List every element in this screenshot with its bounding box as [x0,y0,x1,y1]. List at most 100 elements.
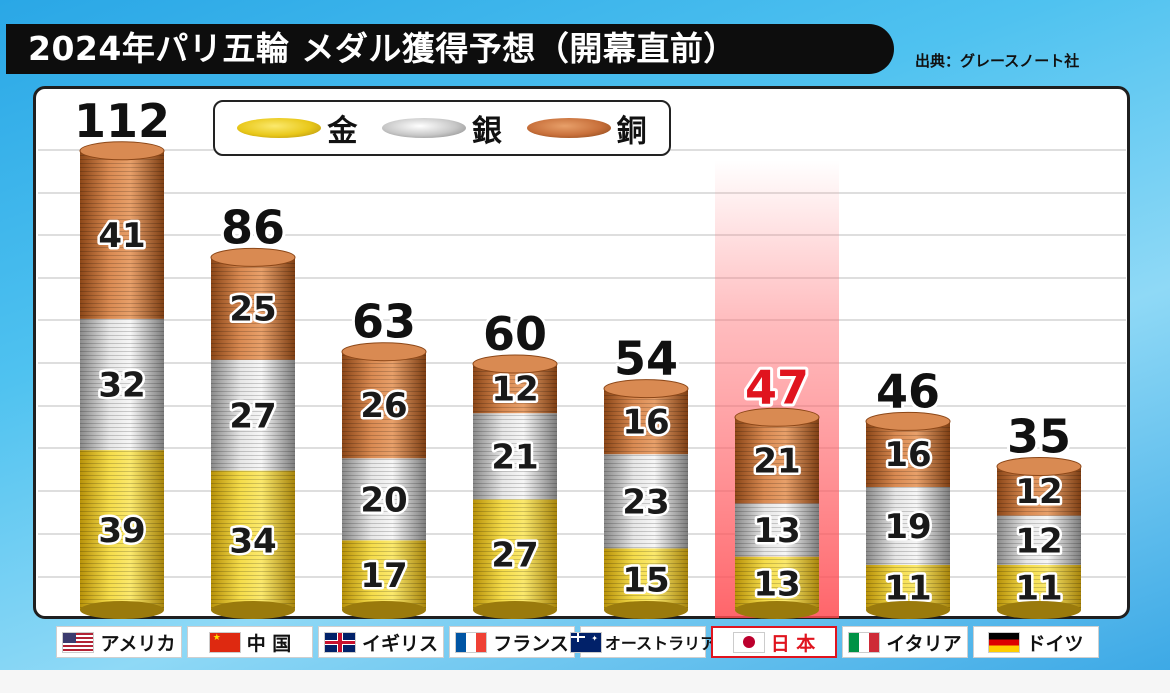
background-frame: 2024年パリ五輪 メダル獲得予想（開幕直前） 出典：グレースノート社 [0,0,1170,670]
bar-top [210,247,296,267]
germany-flag-icon [988,631,1021,653]
bar-base [473,601,557,619]
data-label: 17 [360,556,407,596]
legend-item-bronze: 銅 [526,106,647,150]
stacked-bar-chart: 39 32 41 112 34 27 25 86 17 20 26 63 27 21 12 60 15 23 16 5… [38,91,1126,619]
coin-texture [211,470,295,610]
total-label: 54 [614,332,678,386]
coin-texture [80,450,164,610]
data-label: 21 [753,441,800,481]
country-label-uk: イギリス [318,626,444,658]
bar-top [734,407,820,427]
title-bar: 2024年パリ五輪 メダル獲得予想（開幕直前） [6,24,894,74]
data-label: 16 [622,402,669,442]
bar-base [735,601,819,619]
bar-stack: 27 21 12 60 [472,304,558,619]
total-label: 46 [876,364,940,418]
coin-texture [80,150,164,319]
legend-label-bronze: 銅 [616,114,647,149]
legend-label-silver: 銀 [471,114,502,149]
data-label: 27 [229,396,276,436]
country-name: イタリア [886,632,962,655]
coin-texture [604,454,688,549]
bar-base [997,601,1081,619]
total-label: 35 [1007,410,1071,464]
bar-base [604,601,688,619]
country-label-italy: イタリア [842,626,968,658]
bar-top [472,354,558,374]
country-name: 中 国 [246,632,292,655]
coin-texture [211,257,295,360]
data-label: 21 [491,437,538,477]
bar-stack: 13 13 21 47 [734,357,820,619]
bar-base [211,601,295,619]
china-flag-icon: ★ [208,631,241,653]
japan-flag-icon [732,631,765,653]
total-label: 63 [352,295,416,349]
coin-texture [866,421,950,487]
legend: 金 銀 銅 [213,100,671,156]
us-flag-icon [62,631,95,653]
data-label: 41 [98,216,145,256]
legend-item-gold: 金 [237,106,357,150]
total-label: 47 [745,360,809,414]
data-label: 39 [98,511,145,551]
bar-stack: 15 23 16 54 [603,329,689,619]
country-name: イギリス [361,632,438,655]
source-note: 出典：グレースノート社 [915,52,1080,70]
data-label: 12 [1015,472,1062,512]
bronze-coin-icon [526,118,611,138]
data-label: 32 [98,366,145,406]
australia-flag-icon: ✦ [569,631,602,653]
uk-flag-icon [323,631,356,653]
coin-texture [211,359,295,471]
data-label: 12 [1015,521,1062,561]
data-label: 15 [622,560,669,600]
bar-top [865,411,951,431]
data-label: 34 [229,521,276,561]
coin-texture [735,417,819,504]
bar-base [866,601,950,619]
silver-coin-icon [381,118,466,138]
coin-texture [473,499,557,610]
bar-base [342,601,426,619]
country-name: アメリカ [100,632,176,655]
bar-stack: 17 20 26 63 [341,292,427,619]
data-label: 12 [491,370,538,410]
country-name: ドイツ [1026,632,1084,655]
data-label: 27 [491,536,538,576]
bar-top [79,141,165,161]
coin-texture [80,318,164,451]
italy-flag-icon [848,631,881,653]
total-label: 60 [483,307,547,361]
bar-stack: 39 32 41 112 [71,91,173,619]
coin-texture [604,548,688,610]
page-title: 2024年パリ五輪 メダル獲得予想（開幕直前） [28,29,737,68]
data-label: 13 [753,511,800,551]
bar-top [341,342,427,362]
coin-texture [342,540,426,610]
country-name: フランス [493,632,569,655]
gold-coin-icon [237,118,322,138]
bar-base [80,601,164,619]
coin-texture [342,458,426,541]
country-label-japan: 日 本 [711,626,837,658]
country-label-germany: ドイツ [973,626,1099,658]
data-label: 25 [229,290,276,330]
bar-top [603,379,689,399]
data-label: 16 [884,435,931,475]
data-label: 26 [360,386,407,426]
country-label-china: ★ 中 国 [187,626,313,658]
bar-stack: 34 27 25 86 [210,197,296,619]
data-label: 13 [753,564,800,604]
total-label: 86 [221,200,285,254]
coin-texture [473,413,557,500]
coin-texture [997,515,1081,565]
country-labels: アメリカ ★ 中 国 イギリス フランス ✦ オース [56,626,1106,659]
bar-top [996,457,1082,476]
country-label-usa: アメリカ [56,626,182,658]
legend-item-silver: 銀 [381,106,502,150]
coin-texture [604,388,688,455]
